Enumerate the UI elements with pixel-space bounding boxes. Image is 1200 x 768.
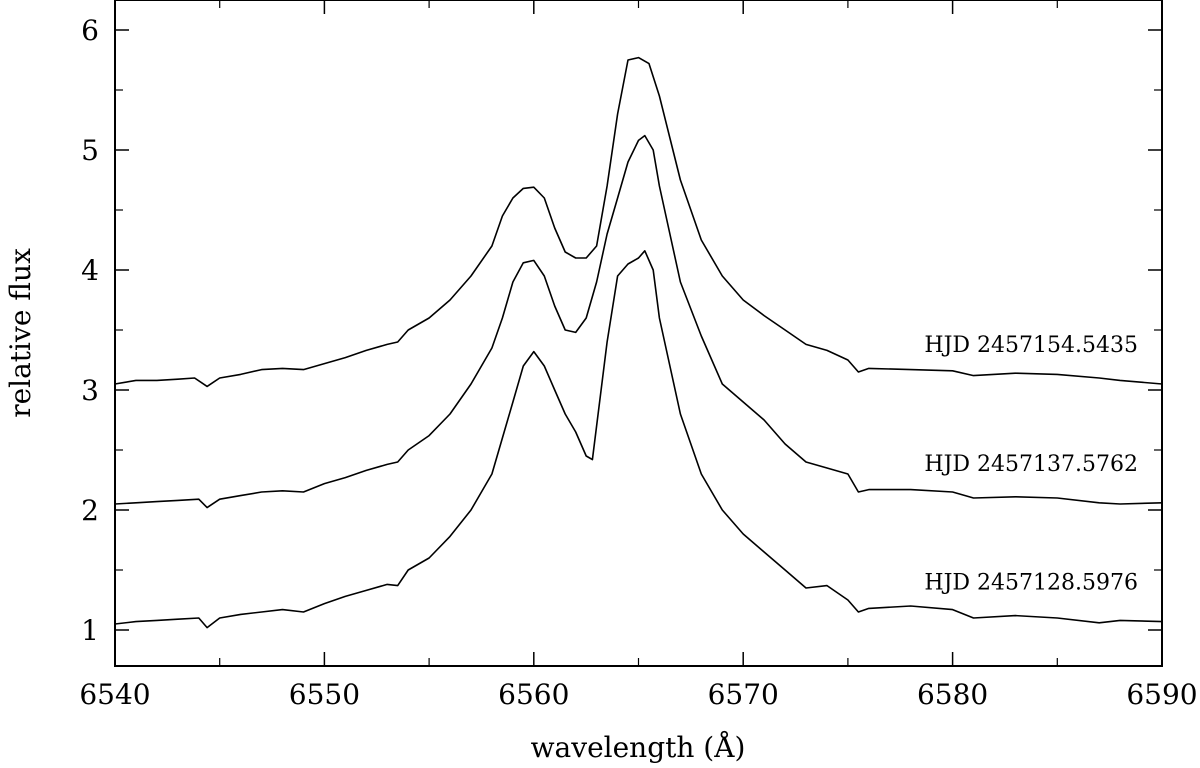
x-tick-label: 6570 bbox=[708, 678, 779, 711]
x-axis-title: wavelength (Å) bbox=[531, 731, 746, 764]
tick-labels: 6540 6550 6560 6570 6580 6590 1 2 3 4 5 6 bbox=[79, 14, 1197, 711]
series-labels: HJD 2457154.5435 HJD 2457137.5762 HJD 2457… bbox=[924, 333, 1138, 596]
y-tick-label: 4 bbox=[81, 254, 99, 287]
y-tick-label: 1 bbox=[81, 614, 99, 647]
series-label-3: HJD 2457128.5976 bbox=[924, 571, 1138, 596]
series-lines bbox=[114, 56, 1163, 629]
axis-ticks bbox=[114, 0, 1163, 666]
y-axis-title: relative flux bbox=[4, 248, 37, 418]
series-line-3 bbox=[114, 250, 1163, 629]
x-tick-label: 6540 bbox=[79, 678, 150, 711]
y-tick-label: 2 bbox=[81, 494, 99, 527]
series-label-1: HJD 2457154.5435 bbox=[924, 333, 1138, 358]
series-line-2 bbox=[114, 134, 1163, 509]
x-tick-label: 6590 bbox=[1126, 678, 1197, 711]
y-tick-label: 3 bbox=[81, 374, 99, 407]
y-tick-label: 5 bbox=[81, 134, 99, 167]
series-label-2: HJD 2457137.5762 bbox=[924, 452, 1138, 477]
series-line-1 bbox=[114, 56, 1163, 388]
x-tick-label: 6560 bbox=[498, 678, 569, 711]
x-tick-label: 6580 bbox=[917, 678, 988, 711]
y-tick-label: 6 bbox=[81, 14, 99, 47]
x-tick-label: 6550 bbox=[289, 678, 360, 711]
